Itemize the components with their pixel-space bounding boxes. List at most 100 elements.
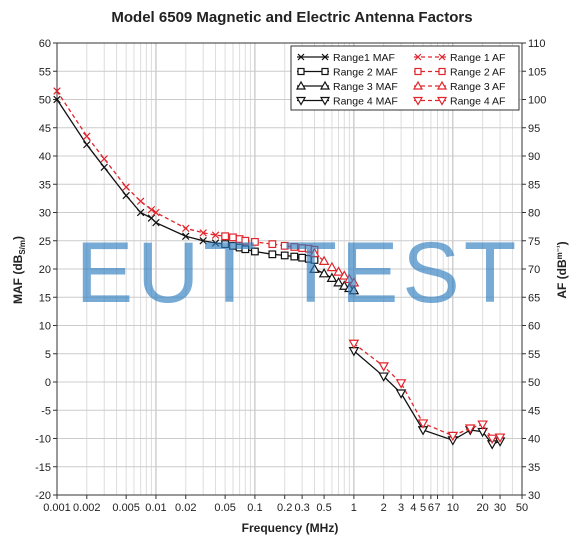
data-point xyxy=(464,424,476,434)
data-point xyxy=(326,261,338,272)
legend-marker xyxy=(297,53,305,61)
legend-marker xyxy=(319,96,331,106)
legend-marker xyxy=(412,80,424,90)
data-point xyxy=(221,240,230,249)
legend-label: Range 3 MAF xyxy=(333,81,398,93)
legend: Range1 MAF Range 2 MAF Range 3 MAF Range 4 … xyxy=(290,45,520,111)
y-tick-label: 10 xyxy=(39,321,51,333)
data-point xyxy=(378,362,389,372)
marker-stroke xyxy=(321,53,329,61)
data-point xyxy=(290,243,299,251)
data-point xyxy=(333,266,344,276)
data-point xyxy=(241,236,250,245)
data-point xyxy=(268,240,277,249)
y2-tick-label: 50 xyxy=(528,377,540,389)
data-point xyxy=(290,252,299,261)
marker-stroke xyxy=(83,140,91,149)
marker-stroke xyxy=(136,208,145,217)
marker-stroke xyxy=(122,191,130,200)
data-point xyxy=(53,95,61,104)
data-point xyxy=(268,250,277,259)
y-tick-label: -10 xyxy=(35,434,51,446)
x-tick-label: 0.01 xyxy=(145,502,166,514)
y-tick-label: 20 xyxy=(39,264,51,276)
y2-tick-label: 60 xyxy=(528,321,540,333)
y-axis-label-sub: S/m xyxy=(18,240,27,255)
x-tick-label: 5 xyxy=(420,502,426,514)
x-tick-label: 6 xyxy=(428,502,434,514)
legend-marker xyxy=(414,53,422,61)
marker-stroke xyxy=(83,132,91,140)
marker-stroke xyxy=(100,163,108,172)
y2-tick-label: 70 xyxy=(528,264,540,276)
data-point xyxy=(494,433,506,443)
y-tick-label: 0 xyxy=(45,377,51,389)
y2-tick-label: 105 xyxy=(528,66,546,78)
x-tick-label: 2 xyxy=(381,502,387,514)
data-point xyxy=(486,434,498,445)
marker-stroke xyxy=(182,232,190,240)
x-tick-label: 0.1 xyxy=(247,502,262,514)
y-tick-label: 25 xyxy=(39,236,51,248)
marker-stroke xyxy=(100,155,108,163)
data-point xyxy=(182,232,190,240)
x-tick-label: 0.02 xyxy=(175,502,196,514)
y2-tick-label: 40 xyxy=(528,434,540,446)
y-tick-label: 30 xyxy=(39,208,51,220)
data-point xyxy=(182,224,190,233)
y2-tick-label: 80 xyxy=(528,208,540,220)
data-point xyxy=(211,239,220,247)
data-point xyxy=(338,280,350,290)
data-point xyxy=(326,272,338,282)
y2-tick-label: 90 xyxy=(528,151,540,163)
legend-marker xyxy=(321,67,329,76)
data-point xyxy=(83,140,91,149)
data-point xyxy=(378,372,389,382)
legend-entry: Range 3 MAF xyxy=(295,80,398,93)
x-tick-label: 0.3 xyxy=(294,502,309,514)
x-tick-label: 0.5 xyxy=(316,502,331,514)
data-point xyxy=(251,247,259,256)
data-point xyxy=(53,87,61,95)
legend-label: Range 2 MAF xyxy=(333,67,398,79)
marker-stroke xyxy=(53,95,61,104)
data-point xyxy=(251,237,259,246)
legend-label: Range 2 AF xyxy=(450,67,505,79)
data-point xyxy=(241,245,250,254)
data-point xyxy=(100,163,108,172)
data-point xyxy=(152,218,160,227)
series-line xyxy=(56,90,226,237)
x-tick-label: 3 xyxy=(398,502,404,514)
marker-stroke xyxy=(199,237,207,245)
y-tick-label: -15 xyxy=(35,462,51,474)
data-point xyxy=(348,339,360,350)
y-tick-label: 60 xyxy=(39,38,51,50)
y2-axis-label: AF (dBm⁻¹) xyxy=(555,241,569,298)
data-point xyxy=(333,277,344,287)
marker-stroke xyxy=(211,239,220,247)
legend-entry: Range 2 AF xyxy=(414,67,505,79)
series-layer xyxy=(53,87,506,450)
y-axis-label: MAF (dBS/m) xyxy=(11,236,27,304)
data-point xyxy=(280,241,289,250)
marker-stroke xyxy=(182,224,190,233)
y2-axis-label-sup: m⁻¹ xyxy=(555,245,564,259)
marker-stroke xyxy=(414,53,422,61)
data-point xyxy=(447,431,459,442)
data-point xyxy=(395,379,407,389)
series-range-4-af xyxy=(348,339,506,445)
legend-entry: Range1 MAF xyxy=(297,52,395,64)
legend-label: Range 3 AF xyxy=(450,81,505,93)
series-range-2-maf xyxy=(221,240,319,264)
marker-stroke xyxy=(122,183,130,191)
x-tick-label: 0.05 xyxy=(214,502,235,514)
y-tick-label: 5 xyxy=(45,349,51,361)
marker-stroke xyxy=(147,214,156,222)
data-point xyxy=(348,284,360,295)
y2-tick-label: 95 xyxy=(528,123,540,135)
y2-tick-label: 45 xyxy=(528,405,540,417)
legend-marker xyxy=(412,96,424,106)
data-point xyxy=(318,268,330,278)
legend-marker xyxy=(438,67,446,76)
marker-stroke xyxy=(297,53,305,61)
